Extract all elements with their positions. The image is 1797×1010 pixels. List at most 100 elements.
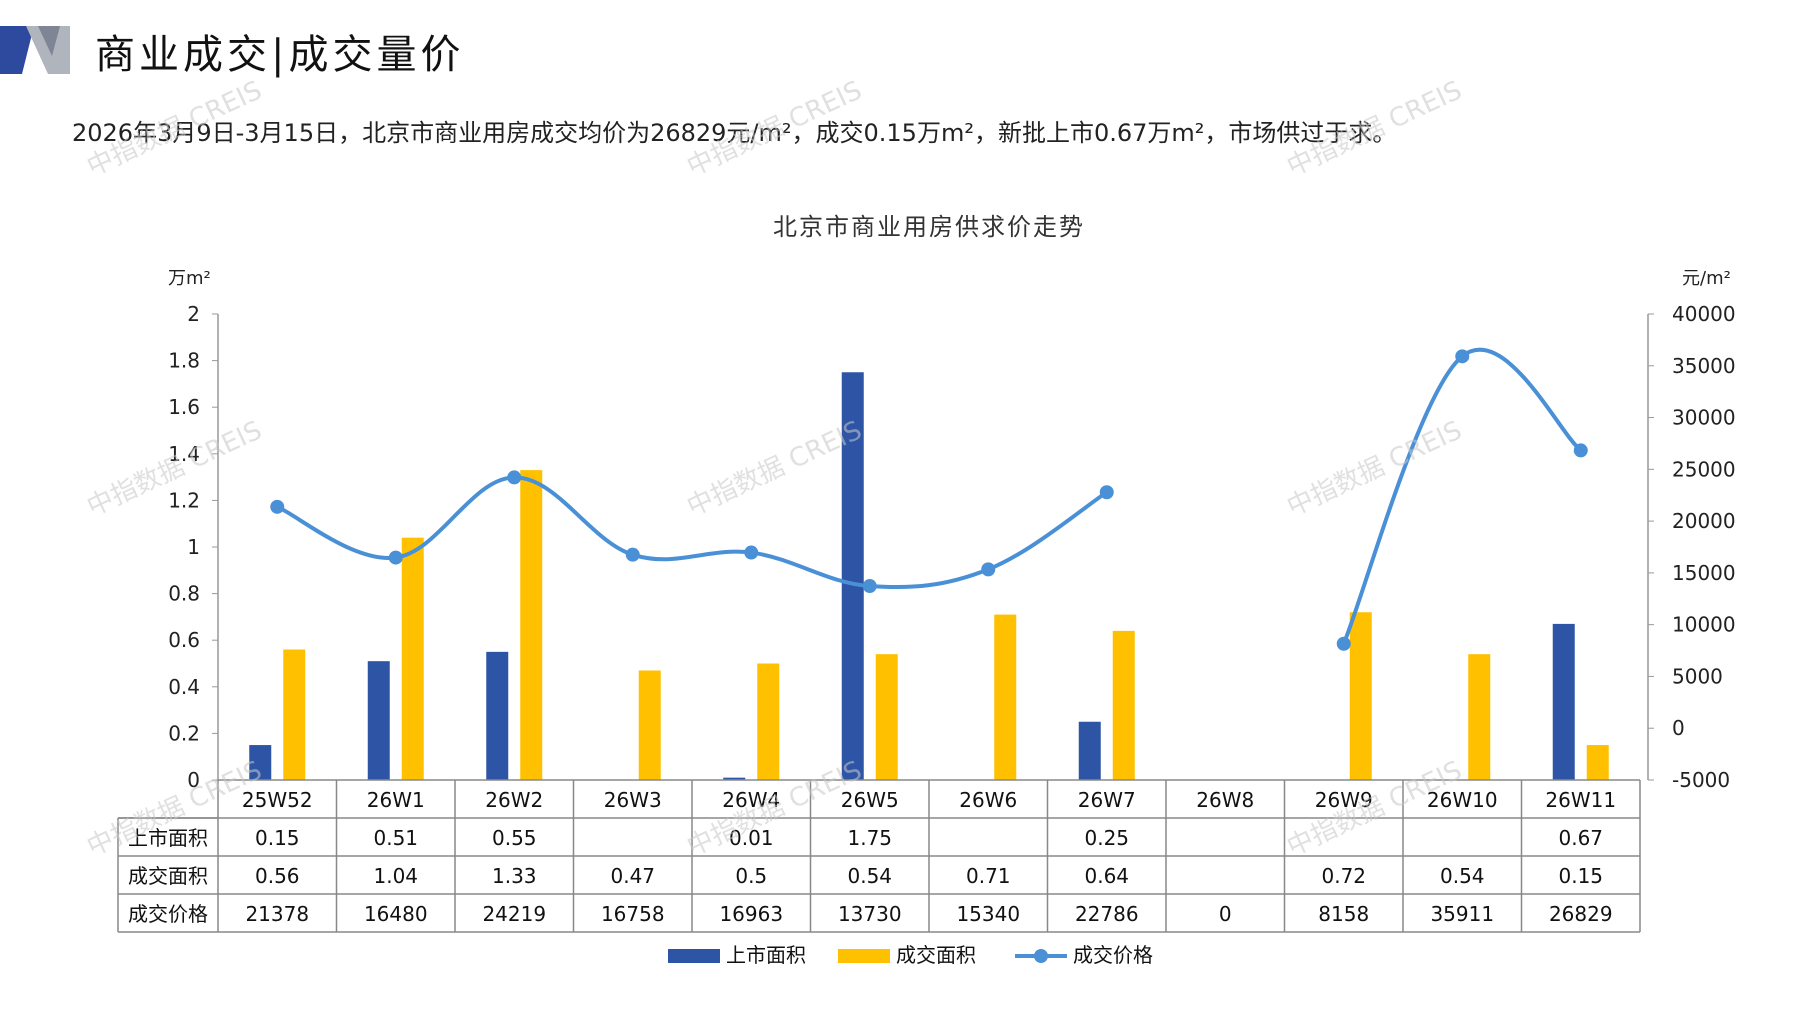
x-tick-label: 26W8 [1196,788,1254,812]
data-label: 0.25 [1084,826,1129,850]
price-point [744,545,759,560]
data-label: 13730 [838,902,902,926]
header-logo-shape [0,26,70,74]
data-label: 0.56 [255,864,300,888]
price-point [1573,443,1588,458]
legend-swatch-supply [668,949,720,963]
bar-supply-area [486,651,509,780]
right-tick-label: -5000 [1672,768,1730,792]
data-label: 35911 [1430,902,1494,926]
price-point [1455,349,1470,364]
data-label: 1.75 [847,826,892,850]
left-tick-label: 2 [187,302,200,326]
legend-swatch-price-marker [1034,949,1048,963]
bar-deal-area [1586,745,1609,780]
price-point [981,562,996,577]
left-tick-label: 0.4 [168,675,200,699]
data-label: 8158 [1318,902,1369,926]
data-label: 0.54 [847,864,892,888]
x-tick-label: 26W2 [485,788,543,812]
page-title: 商业成交|成交量价 [95,32,465,78]
legend-swatch-deal [838,949,890,963]
left-tick-label: 0.6 [168,628,200,652]
data-label: 0.47 [610,864,655,888]
price-point [625,547,640,562]
data-label: 0.71 [966,864,1011,888]
data-label: 16758 [601,902,665,926]
header-bar [0,26,600,74]
data-label: 0.15 [255,826,300,850]
data-label: 26829 [1549,902,1613,926]
bar-supply-area [723,777,746,780]
data-label: 0.55 [492,826,537,850]
data-label: 0.54 [1440,864,1485,888]
left-tick-label: 1 [187,535,200,559]
bar-deal-area [401,537,424,780]
right-tick-label: 25000 [1672,457,1736,481]
table-row-label: 成交价格 [128,902,208,926]
x-tick-label: 26W4 [722,788,780,812]
x-tick-label: 26W1 [367,788,425,812]
data-label: 0 [1219,902,1232,926]
bar-deal-area [994,614,1017,780]
right-tick-label: 35000 [1672,354,1736,378]
left-axis-unit: 万m² [168,268,211,289]
right-axis-unit: 元/m² [1682,268,1731,289]
data-label: 0.51 [373,826,418,850]
bar-supply-area [367,661,390,780]
legend-label: 成交价格 [1073,943,1153,967]
data-label: 1.33 [492,864,537,888]
data-label: 16963 [719,902,783,926]
right-tick-label: 15000 [1672,561,1736,585]
data-label: 0.64 [1084,864,1129,888]
data-label: 21378 [245,902,309,926]
x-tick-label: 25W52 [242,788,313,812]
price-point [862,579,877,594]
data-label: 16480 [364,902,428,926]
x-tick-label: 26W5 [841,788,899,812]
price-point [388,550,403,565]
data-label: 0.01 [729,826,774,850]
price-point [1336,636,1351,651]
bar-supply-area [249,745,272,780]
price-point [1099,485,1114,500]
legend-label: 上市面积 [726,943,806,967]
left-tick-label: 1.2 [168,488,200,512]
left-tick-label: 1.6 [168,395,200,419]
bar-deal-area [1349,612,1372,780]
data-label: 0.15 [1558,864,1603,888]
left-tick-label: 0.2 [168,721,200,745]
x-tick-label: 26W11 [1545,788,1616,812]
bar-deal-area [1112,630,1135,780]
bar-deal-area [1468,654,1491,780]
bar-supply-area [841,372,864,780]
bar-supply-area [1078,721,1101,780]
x-tick-label: 26W10 [1427,788,1498,812]
data-label: 22786 [1075,902,1139,926]
left-tick-label: 0 [187,768,200,792]
right-tick-label: 40000 [1672,302,1736,326]
right-tick-label: 5000 [1672,664,1723,688]
table-row-label: 上市面积 [128,826,208,850]
bar-deal-area [520,470,543,780]
chart-title: 北京市商业用房供求价走势 [773,213,1085,241]
data-label: 0.72 [1321,864,1366,888]
right-tick-label: 10000 [1672,613,1736,637]
right-tick-label: 20000 [1672,509,1736,533]
left-tick-label: 1.4 [168,442,200,466]
table-row-label: 成交面积 [128,864,208,888]
price-line-segment [1341,347,1583,645]
data-label: 0.67 [1558,826,1603,850]
x-tick-label: 26W9 [1315,788,1373,812]
legend-label: 成交面积 [896,943,976,967]
price-point [507,470,522,485]
right-tick-label: 30000 [1672,406,1736,430]
bar-deal-area [757,663,780,780]
left-tick-label: 1.8 [168,349,200,373]
bar-deal-area [875,654,898,780]
x-tick-label: 26W6 [959,788,1017,812]
data-label: 0.5 [735,864,767,888]
price-point [270,499,285,514]
bar-deal-area [283,649,306,780]
